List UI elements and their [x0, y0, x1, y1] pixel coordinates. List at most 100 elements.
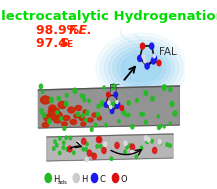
- Circle shape: [58, 151, 61, 155]
- Circle shape: [126, 146, 128, 149]
- Circle shape: [110, 105, 112, 109]
- Ellipse shape: [121, 54, 162, 82]
- Circle shape: [82, 147, 85, 151]
- Circle shape: [129, 144, 132, 147]
- Ellipse shape: [79, 115, 85, 121]
- Circle shape: [145, 63, 149, 69]
- Circle shape: [169, 144, 171, 147]
- Ellipse shape: [68, 107, 75, 113]
- Circle shape: [158, 140, 161, 144]
- Circle shape: [87, 150, 92, 156]
- Circle shape: [144, 91, 148, 96]
- Text: E: E: [66, 40, 72, 49]
- Circle shape: [86, 142, 88, 146]
- Circle shape: [77, 141, 80, 146]
- Circle shape: [112, 84, 115, 89]
- Circle shape: [56, 143, 58, 147]
- Circle shape: [54, 140, 56, 143]
- Text: 97.4: 97.4: [36, 37, 72, 50]
- Circle shape: [110, 108, 114, 114]
- Circle shape: [49, 97, 53, 103]
- Circle shape: [108, 101, 110, 104]
- Circle shape: [131, 150, 134, 155]
- Circle shape: [116, 101, 118, 104]
- Circle shape: [110, 108, 113, 112]
- Circle shape: [48, 119, 51, 124]
- Circle shape: [108, 104, 112, 109]
- Circle shape: [63, 126, 66, 130]
- Circle shape: [122, 111, 125, 115]
- Circle shape: [105, 123, 107, 127]
- Circle shape: [80, 94, 82, 97]
- Circle shape: [159, 124, 162, 128]
- Circle shape: [83, 98, 86, 102]
- Circle shape: [97, 137, 102, 143]
- Text: FAL: FAL: [159, 47, 176, 57]
- Circle shape: [118, 120, 120, 123]
- Text: O: O: [120, 174, 127, 184]
- Circle shape: [56, 111, 59, 115]
- Circle shape: [140, 43, 145, 49]
- Ellipse shape: [48, 108, 59, 116]
- Circle shape: [85, 148, 87, 151]
- Circle shape: [153, 54, 155, 58]
- Ellipse shape: [63, 115, 70, 121]
- Circle shape: [92, 153, 96, 159]
- Circle shape: [120, 105, 124, 111]
- Circle shape: [59, 136, 61, 140]
- Ellipse shape: [100, 36, 183, 99]
- Polygon shape: [47, 134, 173, 161]
- Circle shape: [62, 141, 65, 145]
- Circle shape: [45, 174, 51, 183]
- Circle shape: [115, 104, 119, 108]
- Circle shape: [53, 147, 55, 150]
- Circle shape: [86, 111, 89, 115]
- Circle shape: [157, 60, 161, 66]
- Circle shape: [162, 85, 166, 90]
- Circle shape: [157, 115, 159, 118]
- Circle shape: [102, 147, 106, 153]
- Circle shape: [142, 55, 145, 58]
- Circle shape: [90, 128, 93, 131]
- Circle shape: [68, 146, 72, 152]
- Circle shape: [100, 101, 104, 106]
- Circle shape: [110, 157, 113, 160]
- Text: F.E.: F.E.: [69, 24, 92, 37]
- Circle shape: [107, 92, 110, 97]
- Text: 98.9%: 98.9%: [36, 24, 84, 37]
- Circle shape: [62, 146, 65, 149]
- Circle shape: [112, 174, 119, 183]
- Ellipse shape: [57, 112, 62, 118]
- Circle shape: [66, 148, 69, 151]
- Circle shape: [146, 140, 148, 144]
- Circle shape: [151, 96, 154, 101]
- Circle shape: [140, 146, 143, 150]
- Circle shape: [39, 84, 43, 89]
- Ellipse shape: [117, 50, 166, 85]
- Circle shape: [41, 90, 44, 94]
- Circle shape: [150, 43, 154, 49]
- Circle shape: [128, 113, 130, 117]
- Circle shape: [135, 155, 138, 159]
- Circle shape: [124, 150, 126, 154]
- Text: H: H: [81, 174, 88, 184]
- Ellipse shape: [92, 113, 97, 117]
- Circle shape: [88, 99, 90, 102]
- Circle shape: [159, 141, 162, 145]
- Circle shape: [64, 101, 68, 106]
- Circle shape: [97, 104, 100, 108]
- Ellipse shape: [62, 122, 67, 126]
- Circle shape: [91, 153, 94, 156]
- Circle shape: [151, 139, 153, 143]
- Circle shape: [82, 94, 85, 99]
- Ellipse shape: [96, 33, 187, 103]
- Ellipse shape: [104, 40, 179, 96]
- Text: C: C: [99, 174, 105, 184]
- Circle shape: [125, 113, 127, 117]
- Ellipse shape: [42, 122, 49, 128]
- Circle shape: [144, 136, 147, 140]
- Ellipse shape: [58, 101, 66, 108]
- Circle shape: [104, 102, 108, 107]
- Circle shape: [96, 112, 99, 117]
- Circle shape: [113, 101, 117, 106]
